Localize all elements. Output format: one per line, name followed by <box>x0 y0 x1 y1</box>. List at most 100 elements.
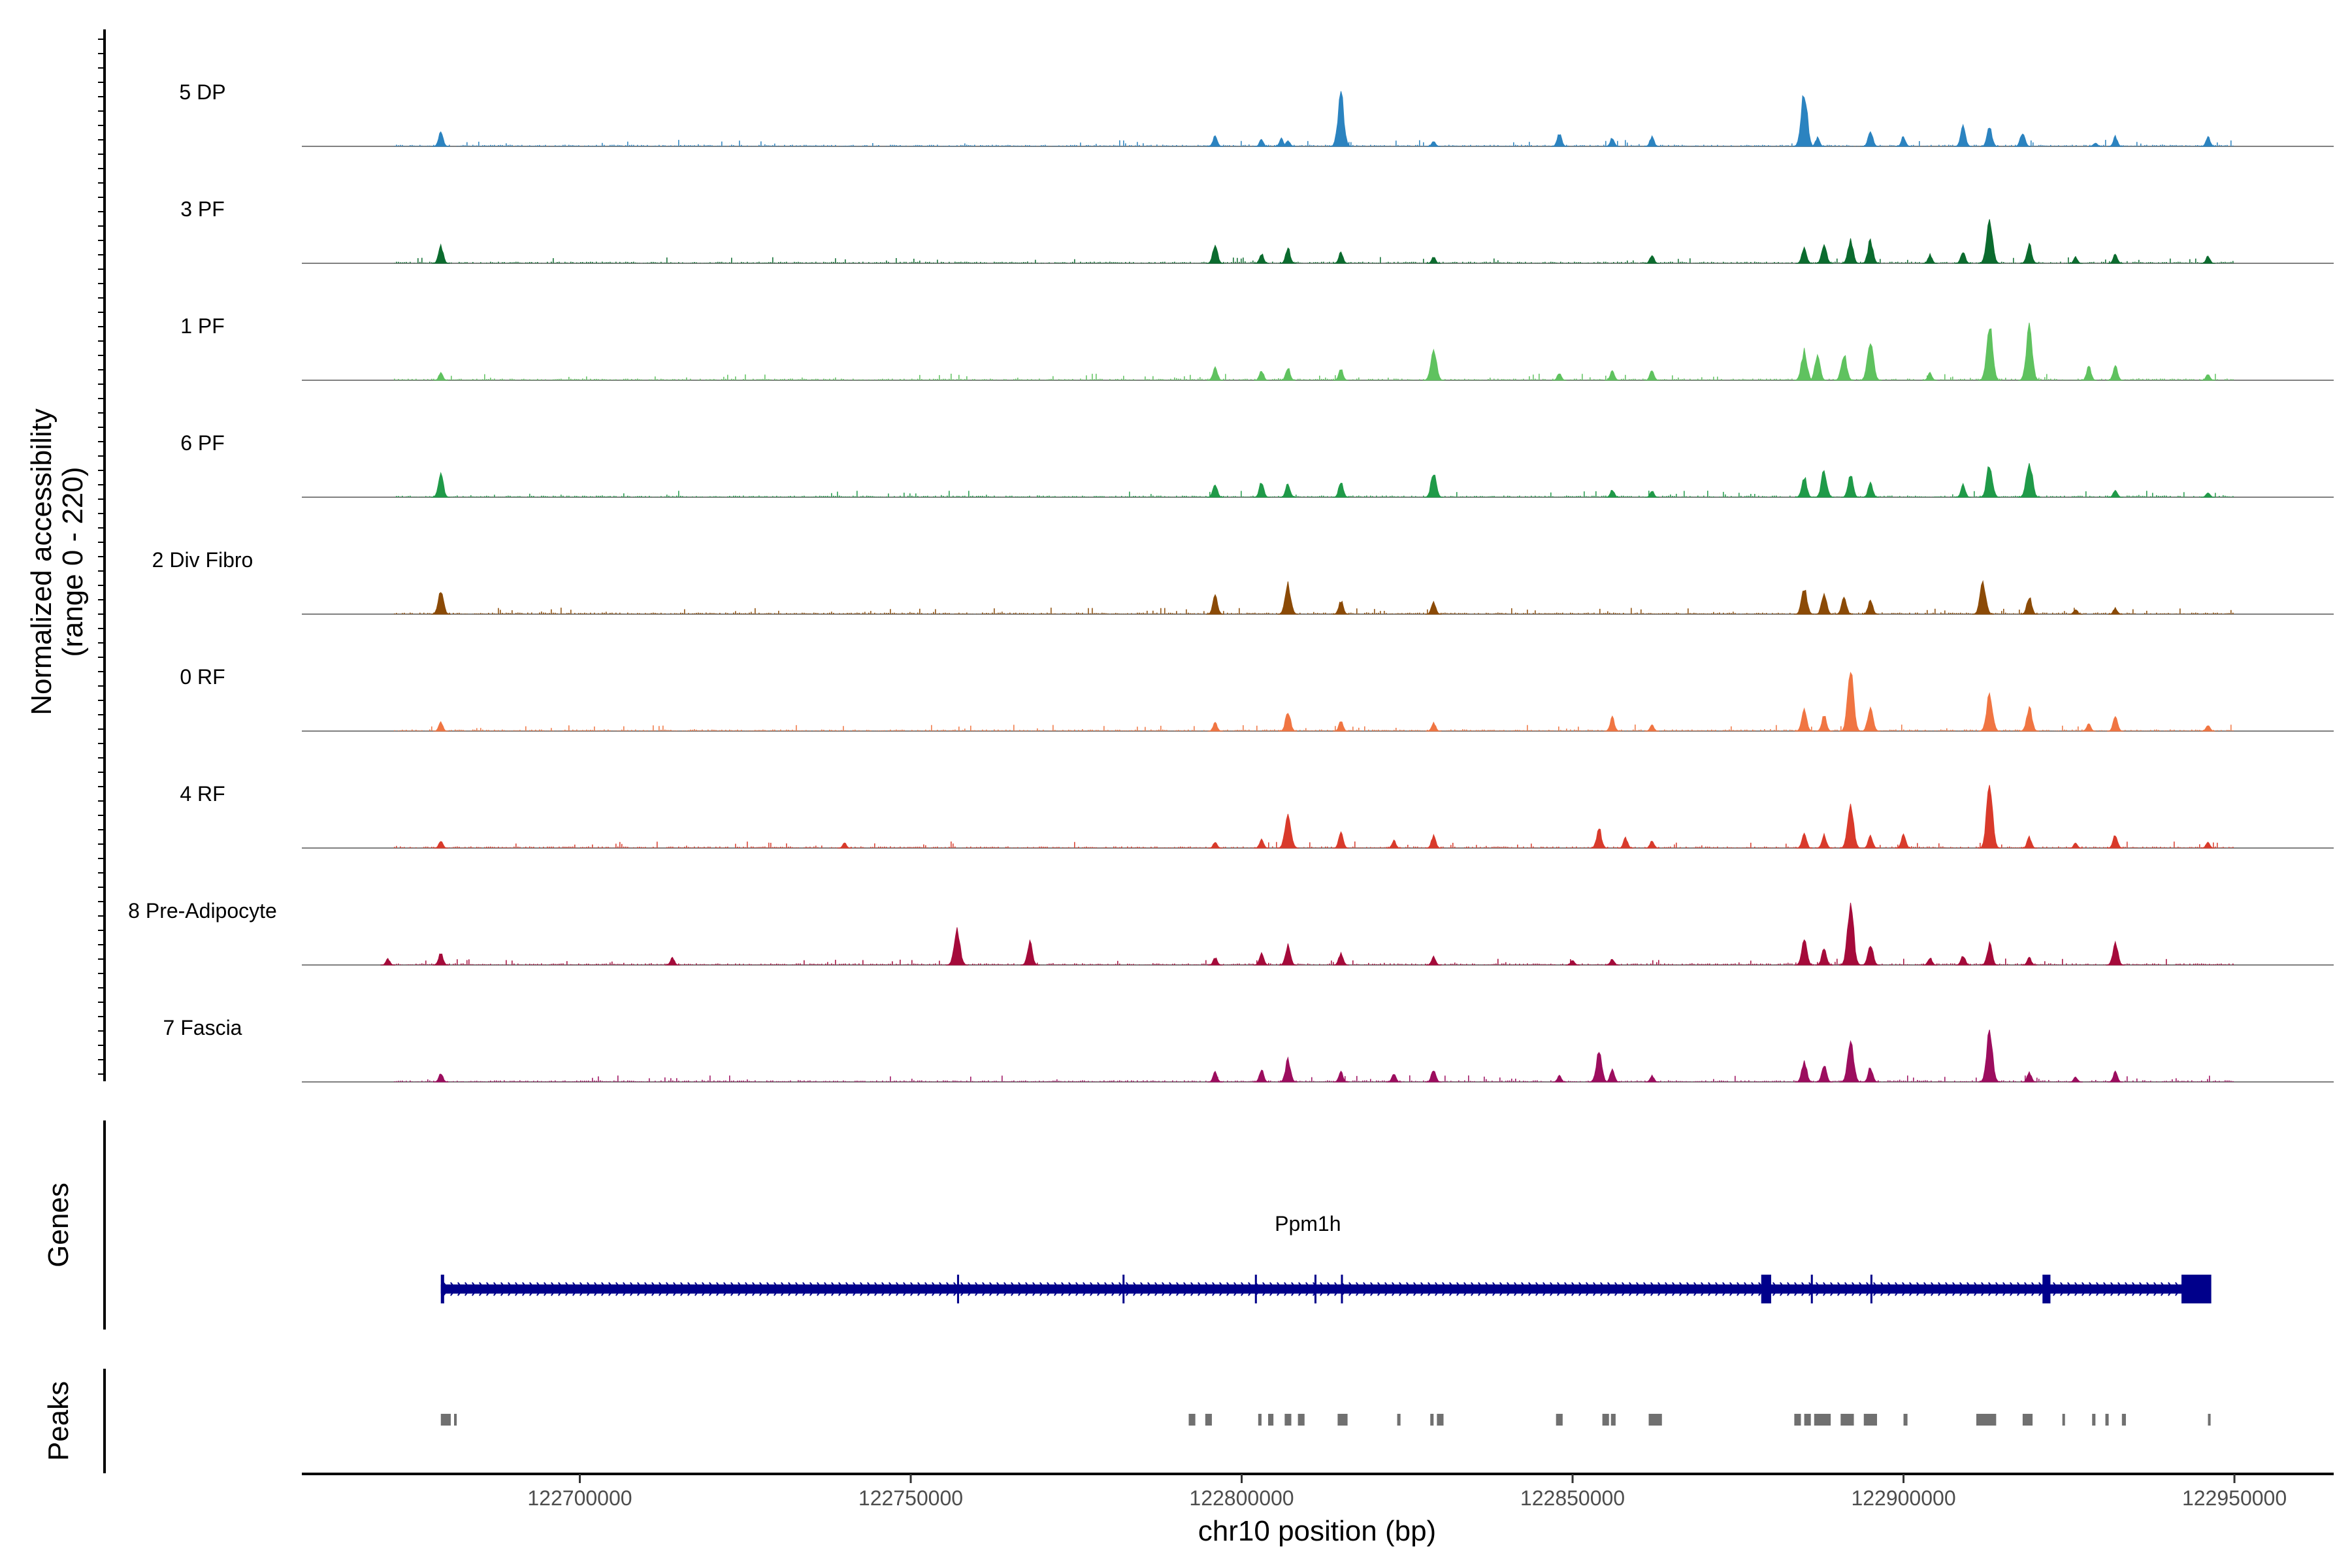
coverage-peak <box>1253 253 1269 264</box>
coverage-peak <box>1793 589 1815 615</box>
coverage-peak <box>2017 322 2041 381</box>
coverage-peak <box>1207 957 1223 966</box>
gene-strand-arrows <box>442 1282 2204 1296</box>
coverage-peak <box>1207 721 1223 732</box>
coverage-peak <box>1814 470 1835 498</box>
peak-region <box>1556 1414 1563 1426</box>
coverage-peak <box>2021 835 2038 849</box>
track-label: 3 PF <box>180 197 225 221</box>
coverage-peak <box>1860 706 1880 732</box>
coverage-peak <box>1840 238 1861 264</box>
coverage-peak <box>1333 251 1349 264</box>
coverage-peak <box>1617 836 1634 849</box>
coverage-peak <box>1839 804 1862 849</box>
gene-exon <box>1341 1275 1343 1303</box>
coverage-peak <box>2014 133 2031 147</box>
coverage-peak <box>1424 474 1444 498</box>
peak-region <box>2105 1414 2109 1426</box>
coverage-peak <box>2200 136 2216 147</box>
track-3-pf: 3 PF <box>180 197 2334 264</box>
peak-region <box>2062 1414 2065 1426</box>
track-label: 4 RF <box>180 782 225 806</box>
peak-region <box>1258 1414 1262 1426</box>
coverage-peak <box>2021 1071 2038 1083</box>
coverage-peak <box>1861 481 1879 498</box>
track-background-signal <box>394 491 2234 497</box>
coverage-peak <box>1794 707 1814 732</box>
coverage-peak <box>1550 134 1568 147</box>
coverage-peak <box>2107 134 2123 147</box>
coverage-peak <box>1972 580 1994 615</box>
track-background-signal <box>394 257 2234 263</box>
coverage-peak <box>1978 692 2001 732</box>
coverage-peak <box>2019 706 2040 732</box>
coverage-peak <box>2107 1070 2123 1083</box>
coverage-peak <box>1815 948 1833 966</box>
coverage-peak <box>1859 343 1882 381</box>
coverage-peak <box>2106 835 2124 849</box>
track-2-div-fibro: 2 Div Fibro <box>152 548 2334 615</box>
coverage-peak <box>1253 952 1270 966</box>
coverage-peak <box>1279 483 1297 498</box>
coverage-peak <box>2017 463 2041 498</box>
coverage-peak <box>1333 1070 1349 1083</box>
track-background-signal <box>394 725 2234 731</box>
coverage-peak <box>1332 482 1350 498</box>
peak-region <box>1397 1414 1401 1426</box>
peak-region <box>1804 1414 1811 1426</box>
coverage-peak <box>2106 365 2124 381</box>
peak-region <box>1268 1414 1274 1426</box>
track-6-pf: 6 PF <box>180 431 2334 498</box>
coverage-peak <box>1978 219 2001 264</box>
coverage-peak <box>2088 142 2103 147</box>
coverage-peak <box>1815 715 1833 732</box>
coverage-peak <box>1330 91 1352 147</box>
peak-region <box>1863 1414 1878 1426</box>
coverage-peak <box>945 927 969 966</box>
peak-region <box>453 1414 457 1426</box>
coverage-peak <box>1207 1070 1224 1083</box>
coverage-peak <box>1254 139 1269 147</box>
peak-region <box>1648 1414 1662 1426</box>
coverage-peak <box>1838 672 1862 732</box>
track-background-signal <box>394 1075 2234 1082</box>
coverage-peak <box>1279 247 1297 264</box>
coverage-peak <box>1253 370 1269 381</box>
coverage-peak <box>432 243 450 264</box>
coverage-peak <box>1861 945 1880 966</box>
track-7-fascia: 7 Fascia <box>163 1016 2334 1083</box>
coverage-peak <box>1814 244 1834 264</box>
coverage-peak <box>1426 141 1441 147</box>
x-tick-label: 122850000 <box>1520 1486 1625 1510</box>
coverage-peak <box>1588 1051 1610 1083</box>
x-axis-ticks: 122700000 122750000 122800000 122850000 1229… <box>527 1474 2287 1510</box>
coverage-peak <box>431 592 451 615</box>
gene-exon <box>1870 1275 1872 1303</box>
coverage-peak <box>1253 1070 1270 1083</box>
coverage-peak <box>1386 1073 1402 1083</box>
gene-exon <box>1314 1275 1316 1303</box>
peak-region <box>1794 1414 1801 1426</box>
coverage-tracks: 5 DP 3 PF 1 PF 6 PF 2 Div Fibro 0 RF 4 RF 8 Pre… <box>128 80 2334 1083</box>
coverage-peak <box>1277 813 1299 849</box>
peak-region <box>1430 1414 1434 1426</box>
coverage-peak <box>1922 371 1938 381</box>
coverage-peak <box>1978 1029 2001 1083</box>
coverage-peak <box>1644 255 1660 264</box>
coverage-peak <box>1426 955 1442 966</box>
coverage-peak <box>1861 131 1880 147</box>
coverage-peak <box>1425 600 1442 615</box>
coverage-peak <box>1281 140 1296 147</box>
coverage-peak <box>1207 484 1224 498</box>
coverage-peak <box>2107 253 2123 264</box>
peak-region <box>2121 1414 2126 1426</box>
coverage-peak <box>1861 599 1879 615</box>
coverage-peak <box>1644 135 1660 147</box>
gene-exon <box>440 1275 444 1303</box>
coverage-peak <box>1807 353 1827 381</box>
coverage-peak <box>2200 374 2215 381</box>
peak-region <box>1903 1414 1908 1426</box>
coverage-peak <box>1840 476 1861 498</box>
coverage-peak <box>1279 368 1296 381</box>
track-label: 1 PF <box>180 314 225 338</box>
